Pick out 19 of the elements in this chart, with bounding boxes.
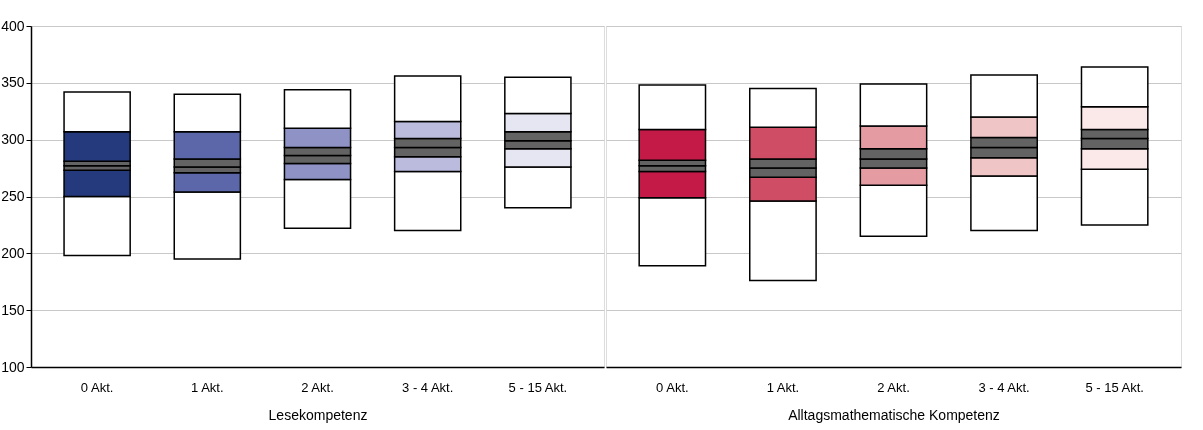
x-tick-label: 2 Akt. <box>877 379 910 395</box>
x-tick-label: 1 Akt. <box>766 379 800 395</box>
x-tick-label: 3 - 4 Akt. <box>402 379 454 395</box>
x-tick-label: 1 Akt. <box>191 379 224 395</box>
x-tick-label: 5 - 15 Akt. <box>1085 379 1144 395</box>
x-axis-title: Alltagsmathematische Kompetenz <box>788 406 1000 423</box>
x-axis-title: Lesekompetenz <box>268 406 368 423</box>
y-tick-label: 100 <box>1 358 25 375</box>
x-tick-label: 2 Akt. <box>301 379 334 395</box>
y-tick-label: 350 <box>1 74 25 91</box>
x-tick-label: 0 Akt. <box>80 379 114 395</box>
x-tick-label: 0 Akt. <box>656 379 689 395</box>
x-tick-label: 5 - 15 Akt. <box>508 379 568 395</box>
y-tick-label: 300 <box>1 131 25 148</box>
y-tick-label: 200 <box>1 244 25 261</box>
y-tick-label: 400 <box>1 17 25 34</box>
y-tick-label: 250 <box>1 188 25 204</box>
y-tick-label: 150 <box>1 301 25 318</box>
x-tick-label: 3 - 4 Akt. <box>978 379 1030 395</box>
